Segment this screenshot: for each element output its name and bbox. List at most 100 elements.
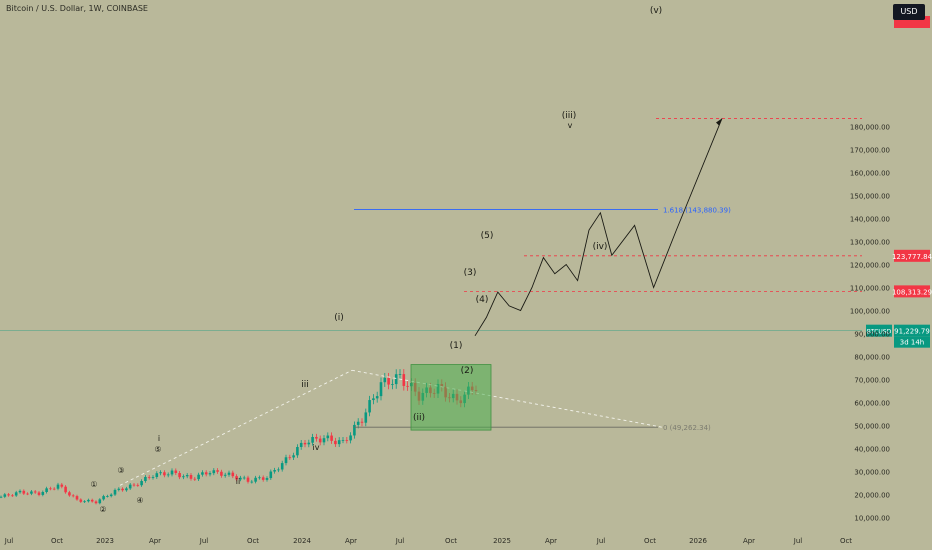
wave-label: (ii): [413, 413, 425, 423]
price-tag-label: 91,229.79: [894, 328, 930, 336]
candle-body: [360, 421, 364, 423]
x-tick-label: Oct: [644, 537, 656, 545]
candle-body: [136, 484, 140, 486]
y-tick-label: 140,000.00: [850, 216, 890, 224]
candle-body: [49, 488, 52, 490]
candle-body: [33, 491, 37, 493]
candle-body: [83, 501, 86, 503]
candle-body: [117, 488, 121, 490]
candle-body: [261, 477, 265, 480]
candle-body: [79, 499, 83, 502]
level-label: 0 (49,262.34): [663, 424, 711, 432]
candle-body: [182, 476, 185, 478]
candle-body: [87, 499, 90, 502]
y-tick-label: 70,000.00: [854, 377, 890, 385]
candle-body: [292, 455, 295, 458]
wave-label: (i): [334, 313, 344, 323]
candle-body: [299, 442, 303, 448]
candle-body: [223, 474, 227, 476]
y-tick-label: 20,000.00: [854, 492, 890, 500]
candle-body: [242, 477, 246, 479]
wave-label: ④: [136, 496, 143, 505]
wave-label: (iv): [593, 242, 608, 252]
candle-body: [246, 477, 250, 482]
price-tag: [894, 324, 930, 337]
candle-body: [94, 501, 98, 504]
wave-label: (5): [481, 231, 494, 241]
candle-body: [364, 412, 368, 423]
candle-body: [315, 436, 318, 439]
candle-body: [231, 472, 235, 477]
x-tick-label: Jul: [4, 537, 14, 545]
candle-body: [273, 470, 276, 472]
candle-body: [379, 382, 383, 397]
projection-path: [474, 118, 723, 337]
x-tick-label: Jul: [395, 537, 405, 545]
candle-body: [387, 377, 390, 385]
wave-label: i: [158, 434, 160, 443]
symbol-tag: [866, 324, 892, 337]
candle-body: [178, 473, 181, 478]
candle-body: [71, 495, 75, 497]
wave-label: (3): [464, 268, 477, 278]
candle-body: [383, 377, 387, 383]
price-tag-label: 108,313.29: [892, 288, 932, 296]
wave-label: ②: [99, 505, 106, 514]
candle-body: [52, 488, 56, 490]
candle-body: [277, 469, 280, 471]
candle-body: [216, 470, 219, 472]
wave-label: (iii): [562, 111, 577, 121]
level-label: 1.618 (143,880.39): [663, 207, 731, 215]
trendline-dashed: [119, 369, 353, 486]
candle-body: [296, 447, 299, 456]
candle-body: [368, 400, 371, 413]
candle-body: [254, 477, 257, 482]
x-tick-label: Apr: [345, 537, 357, 545]
y-tick-label: 100,000.00: [850, 308, 890, 316]
wave-label: v: [568, 121, 573, 130]
candle-body: [64, 486, 67, 493]
candle-body: [201, 472, 204, 475]
price-tag-label: 123,777.84: [892, 253, 932, 261]
candle-body: [18, 490, 22, 493]
candle-body: [372, 398, 375, 401]
y-tick-label: 10,000.00: [854, 515, 890, 523]
candle-body: [402, 374, 406, 386]
y-tick-label: 170,000.00: [850, 147, 890, 155]
candle-body: [132, 484, 136, 486]
candle-body: [353, 424, 356, 436]
candle-body: [303, 442, 307, 445]
x-tick-label: Oct: [445, 537, 457, 545]
wave-label: iv: [313, 443, 320, 452]
candle-body: [284, 457, 288, 464]
candle-body: [113, 489, 117, 495]
x-tick-label: Oct: [840, 537, 852, 545]
candle-body: [265, 478, 269, 480]
candle-body: [311, 436, 314, 443]
candle-body: [144, 476, 147, 482]
x-tick-label: Jul: [596, 537, 606, 545]
y-tick-label: 150,000.00: [850, 193, 890, 201]
candle-body: [337, 440, 341, 445]
candle-body: [185, 475, 189, 477]
currency-button[interactable]: USD: [893, 4, 925, 20]
y-tick-label: 30,000.00: [854, 469, 890, 477]
wave-label: (2): [461, 366, 474, 376]
candle-body: [341, 439, 345, 441]
x-tick-label: Apr: [743, 537, 755, 545]
candle-body: [349, 435, 352, 441]
x-tick-label: 2023: [96, 537, 114, 545]
y-tick-label: 40,000.00: [854, 446, 890, 454]
candle-body: [250, 481, 254, 483]
candle-body: [125, 488, 128, 491]
candle-body: [227, 472, 231, 475]
candle-body: [189, 475, 193, 479]
y-tick-label: 60,000.00: [854, 400, 890, 408]
symbol-tag-label: BTCUSD: [867, 329, 892, 336]
candle-body: [45, 488, 48, 492]
x-tick-label: 2025: [493, 537, 511, 545]
candle-body: [170, 470, 174, 475]
candle-body: [239, 477, 242, 480]
